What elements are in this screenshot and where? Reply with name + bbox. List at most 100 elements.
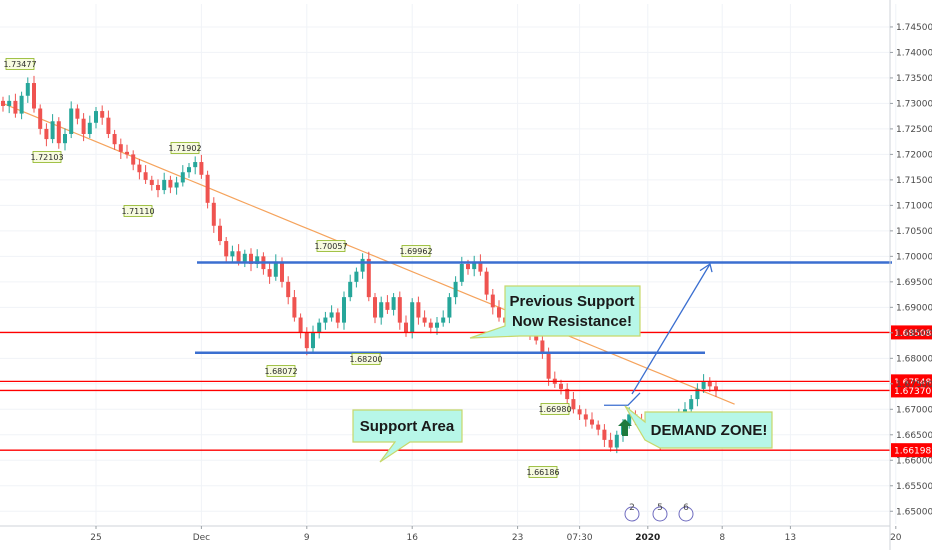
candle-body <box>267 269 272 277</box>
x-tick-label: 07:30 <box>567 533 593 543</box>
pivot-label: 1.70057 <box>314 242 347 251</box>
event-count: 6 <box>683 503 689 513</box>
candle-body <box>379 302 384 318</box>
y-tick-label: 1.72000 <box>896 150 932 160</box>
candle-body <box>230 251 235 257</box>
candle-body <box>590 419 594 425</box>
y-tick-label: 1.74000 <box>896 48 932 58</box>
candle-body <box>695 388 700 400</box>
candle-body <box>540 340 545 354</box>
candle-body <box>106 117 111 134</box>
pivot-label: 1.68200 <box>349 355 382 364</box>
candle-body <box>453 281 458 298</box>
candle-body <box>286 281 291 298</box>
candle-body <box>87 122 92 134</box>
x-tick-label: 13 <box>785 533 796 543</box>
candle-body <box>168 179 173 188</box>
price-tag[interactable] <box>891 443 932 458</box>
candle-body <box>391 297 396 310</box>
projection-arrow-tail[interactable] <box>604 392 641 406</box>
candle-body <box>75 108 80 119</box>
support-callout[interactable] <box>352 409 463 463</box>
pivot-label-box <box>170 142 200 154</box>
candle-body <box>125 151 129 155</box>
candle-body <box>565 388 570 400</box>
callouts[interactable]: Previous Support Now Resistance! Support A… <box>352 285 773 463</box>
event-flag-icon[interactable] <box>678 506 694 522</box>
pivot-label: 1.71902 <box>168 144 201 153</box>
candle-body <box>342 297 346 323</box>
candle-body <box>435 322 439 328</box>
candle-body <box>81 118 86 134</box>
pivot-label-box <box>266 365 296 377</box>
candle-body <box>583 414 588 420</box>
pivot-label-box <box>401 245 431 257</box>
x-tick-label: 9 <box>304 533 310 543</box>
candle-body <box>180 172 185 183</box>
candle-body <box>317 322 322 333</box>
candle-body <box>143 172 148 180</box>
candle-body <box>193 162 198 168</box>
pivot-label: 1.66186 <box>526 468 559 477</box>
y-tick-label: 1.67500 <box>896 380 932 390</box>
x-tick-label: 16 <box>406 533 418 543</box>
candle-body <box>360 258 365 272</box>
pivot-label-box <box>5 58 35 70</box>
event-flag-icon[interactable] <box>624 506 640 522</box>
candle-body <box>13 100 18 114</box>
demand-callout-text: DEMAND ZONE! <box>651 422 768 439</box>
event-icons[interactable]: 2 5 6 <box>624 503 694 522</box>
y-tick-label: 1.69000 <box>896 303 932 313</box>
candle-body <box>459 264 464 282</box>
candle-body <box>118 144 123 152</box>
y-tick-label: 1.73000 <box>896 99 932 109</box>
candle-body <box>50 121 55 140</box>
candle-body <box>410 302 415 333</box>
candle-body <box>323 317 328 323</box>
price-tag[interactable] <box>891 383 932 398</box>
pivot-label: 1.72103 <box>30 153 63 162</box>
pivot-label: 1.68072 <box>264 367 297 376</box>
projection-arrow-line[interactable] <box>631 263 711 395</box>
trend-drawings[interactable] <box>195 261 892 406</box>
candle-body <box>311 332 315 349</box>
y-tick-label: 1.67000 <box>896 405 932 415</box>
candle-body <box>472 261 477 270</box>
candle-body <box>205 174 210 203</box>
candle-body <box>174 182 179 188</box>
candle-body <box>112 134 117 145</box>
candle-body <box>707 381 712 387</box>
event-flag-icon[interactable] <box>652 506 668 522</box>
pivot-label-box <box>528 466 558 478</box>
candle-body <box>280 261 284 282</box>
pivot-label: 1.71110 <box>121 207 154 216</box>
candle-body <box>63 134 67 144</box>
price-tag[interactable] <box>891 325 932 340</box>
resistance-callout-text-line2: Now Resistance! <box>512 313 632 330</box>
candle-body <box>335 312 340 323</box>
x-tick-label: 8 <box>719 533 725 543</box>
price-tag-label: 1.66198 <box>894 447 931 457</box>
x-tick-label: Dec <box>193 533 210 543</box>
candle-body <box>596 424 601 430</box>
candle-body <box>385 302 390 310</box>
candle-body <box>490 294 495 308</box>
projection-arrow-head[interactable] <box>699 262 713 273</box>
y-tick-label: 1.72500 <box>896 125 932 135</box>
x-tick-label: 2020 <box>635 533 660 543</box>
x-tick-label: 25 <box>90 533 101 543</box>
y-tick-label: 1.66500 <box>896 431 932 441</box>
candle-body <box>187 167 191 173</box>
candle-body <box>484 271 489 295</box>
candle-body <box>354 271 359 282</box>
y-tick-label: 1.70000 <box>896 252 932 262</box>
y-tick-label: 1.71500 <box>896 176 932 186</box>
demand-callout[interactable] <box>624 405 773 449</box>
pivot-label-box <box>123 205 153 217</box>
candle-body <box>255 256 260 264</box>
resistance-callout[interactable] <box>469 285 641 339</box>
candle-body <box>199 162 204 175</box>
candle-body <box>441 317 446 323</box>
